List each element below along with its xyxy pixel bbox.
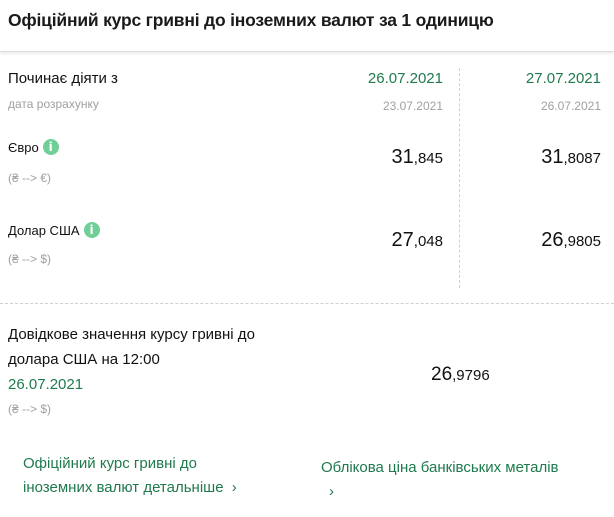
currency-direction: (₴ --> €) [8,171,52,185]
link-text: Облікова ціна банківських металів [321,459,559,476]
page-title: Офіційний курс гривні до іноземних валют… [8,10,494,30]
rate-int: 26 [541,229,564,251]
card-header [0,0,614,52]
rate-frac: ,048 [413,233,443,250]
info-icon[interactable]: i [42,139,59,155]
currency-name: Долар США [8,223,80,238]
currency-name: Євро [8,140,39,155]
reference-label: Довідкове значення курсу гривні до долара… [8,322,255,397]
section-divider [0,303,614,304]
rate-usd-col1: 27,048 [392,229,443,252]
rate-int: 31 [541,146,564,168]
effective-date-col2: 27.07.2021 [525,70,601,87]
rate-int: 31 [391,146,414,168]
reference-rate: 26,9796 [431,364,490,386]
reference-label-line2: долара США на 12:00 [8,351,160,368]
column-divider [459,68,460,288]
rate-frac: ,9805 [563,233,601,250]
link-text: іноземних валют детальніше [23,479,224,496]
calc-date-label: дата розрахунку [8,97,99,111]
link-text: Офіційний курс гривні до [23,455,197,472]
metals-price-link[interactable]: Облікова ціна банківських металів › [321,456,559,504]
rate-frac: ,845 [413,150,443,167]
detailed-rates-link[interactable]: Офіційний курс гривні до іноземних валют … [23,452,237,500]
reference-date: 26.07.2021 [8,376,84,393]
calc-date-col1: 23.07.2021 [382,99,443,113]
rate-frac: ,9796 [452,367,490,384]
rate-euro-col2: 31,8087 [541,146,601,169]
rate-euro-col1: 31,845 [392,146,443,169]
rate-int: 27 [391,229,414,251]
info-icon[interactable]: i [83,222,100,238]
calc-date-col2: 26.07.2021 [540,99,601,113]
reference-direction: (₴ --> $) [8,402,52,416]
effective-date-col1: 26.07.2021 [367,70,443,87]
currency-euro: Євро i [8,139,59,155]
chevron-right-icon: › [231,479,237,496]
rate-int: 26 [431,364,453,385]
rate-usd-col2: 26,9805 [541,229,601,252]
chevron-right-icon: › [329,483,334,500]
currency-direction: (₴ --> $) [8,252,52,266]
currency-usd: Долар США i [8,222,100,238]
reference-label-line1: Довідкове значення курсу гривні до [8,326,255,343]
effective-date-label: Починає діяти з [8,70,118,87]
rate-frac: ,8087 [563,150,601,167]
